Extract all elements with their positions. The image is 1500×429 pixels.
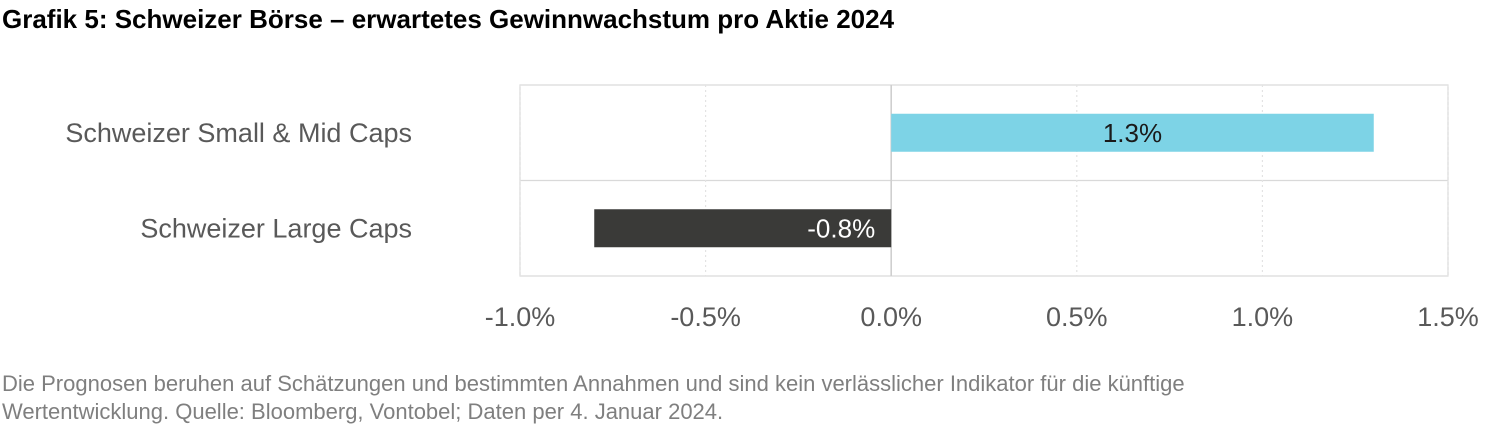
grid-layer <box>519 84 1449 277</box>
labels-layer: 1.3% -0.8% <box>807 118 1162 244</box>
y-axis: Schweizer Small & Mid Caps Schweizer Larg… <box>65 118 412 244</box>
footnote: Die Prognosen beruhen auf Schätzungen un… <box>2 370 1482 426</box>
data-label: 1.3% <box>1103 118 1162 148</box>
bar <box>891 113 1374 152</box>
x-tick-label: 0.5% <box>1046 302 1108 332</box>
bars-layer <box>594 113 1374 248</box>
footnote-line-1: Die Prognosen beruhen auf Schätzungen un… <box>2 371 1185 396</box>
category-label: Schweizer Large Caps <box>140 213 412 243</box>
footnote-line-2: Wertentwicklung. Quelle: Bloomberg, Vont… <box>2 399 724 424</box>
category-label: Schweizer Small & Mid Caps <box>65 118 412 148</box>
bar <box>594 209 892 248</box>
x-tick-label: 0.0% <box>860 302 922 332</box>
x-tick-label: -0.5% <box>670 302 741 332</box>
x-tick-label: 1.5% <box>1417 302 1479 332</box>
x-axis: -1.0% -0.5% 0.0% 0.5% 1.0% 1.5% <box>485 302 1479 332</box>
x-tick-label: -1.0% <box>485 302 556 332</box>
x-tick-label: 1.0% <box>1232 302 1294 332</box>
chart-title: Grafik 5: Schweizer Börse – erwartetes G… <box>2 4 895 34</box>
data-label: -0.8% <box>807 213 875 243</box>
